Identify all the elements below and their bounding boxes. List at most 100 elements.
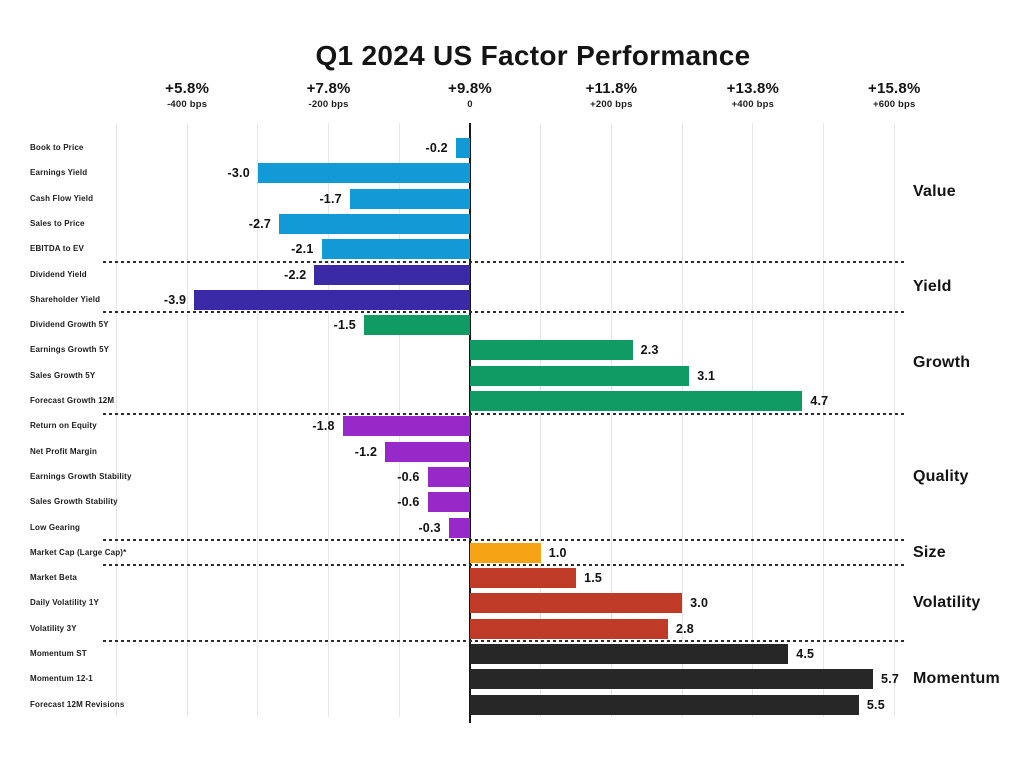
bar-sales-to-price (279, 213, 470, 234)
gridline (328, 123, 330, 717)
axis-tick-percent-label: +5.8% (165, 80, 210, 97)
factor-label-forecast-12m-revisions: Forecast 12M Revisions (30, 699, 125, 709)
factor-label-daily-volatility-1y: Daily Volatility 1Y (30, 598, 99, 608)
value-label-forecast-growth-12m: 4.7 (810, 394, 829, 408)
value-label-market-cap-large-cap: 1.0 (548, 545, 567, 560)
group-label-yield: Yield (913, 278, 952, 296)
factor-label-sales-growth-stability: Sales Growth Stability (30, 497, 118, 507)
bar-book-to-price (455, 138, 470, 158)
chart-title: Q1 2024 US Factor Performance (315, 40, 751, 71)
group-separator-size (103, 564, 906, 567)
gridline (115, 123, 117, 717)
bar-forecast-growth-12m (470, 391, 803, 411)
axis-tick-15-8: +15.8% +600 bps (868, 80, 921, 111)
value-label-daily-volatility-1y: 3.0 (690, 596, 709, 611)
value-label-market-beta: 1.5 (584, 571, 603, 586)
axis-tick-7-8: +7.8% -200 bps (307, 80, 351, 111)
factor-label-dividend-growth-5y: Dividend Growth 5Y (30, 320, 109, 330)
bar-dividend-yield (314, 264, 470, 285)
bar-return-on-equity (342, 416, 470, 437)
factor-label-market-beta: Market Beta (30, 573, 78, 583)
axis-tick-11-8: +11.8% +200 bps (586, 80, 638, 111)
factor-label-volatility-3y: Volatility 3Y (30, 623, 77, 633)
factor-label-ebitda-to-ev: EBITDA to EV (30, 244, 84, 254)
axis-tick-9-8: +9.8% 0 (448, 80, 492, 111)
bar-market-cap-large-cap (470, 542, 541, 563)
group-label-quality: Quality (913, 467, 969, 485)
factor-label-earnings-yield: Earnings Yield (30, 168, 88, 178)
factor-label-momentum-12-1: Momentum 12-1 (30, 674, 93, 684)
bar-earnings-growth-5y (470, 340, 633, 361)
bar-forecast-12m-revisions (470, 694, 859, 715)
gridline (823, 123, 825, 717)
axis-tick-13-8: +13.8% +400 bps (727, 80, 780, 111)
gridline (610, 123, 612, 717)
factor-label-market-cap-large-cap: Market Cap (Large Cap)* (30, 547, 127, 557)
value-label-return-on-equity: -1.8 (312, 419, 335, 434)
factor-label-dividend-yield: Dividend Yield (30, 269, 87, 279)
factor-label-forecast-growth-12m: Forecast Growth 12M (30, 396, 115, 405)
bar-low-gearing (448, 517, 470, 538)
bar-momentum-st (470, 644, 789, 664)
factor-label-return-on-equity: Return on Equity (30, 421, 97, 431)
axis-tick-percent-label: +7.8% (306, 80, 351, 97)
group-separator-value (103, 260, 906, 263)
value-label-forecast-12m-revisions: 5.5 (866, 697, 885, 712)
bar-volatility-3y (470, 618, 668, 639)
value-label-volatility-3y: 2.8 (675, 621, 694, 636)
axis-tick-percent-label: +11.8% (585, 80, 638, 97)
value-label-sales-growth-5y: 3.1 (697, 368, 716, 383)
axis-tick-bps-label: 0 (467, 99, 473, 110)
gridline (257, 123, 259, 717)
group-label-size: Size (913, 543, 946, 561)
factor-label-momentum-st: Momentum ST (30, 649, 87, 658)
group-separator-growth (103, 412, 906, 415)
axis-tick-bps-label: +600 bps (872, 99, 916, 110)
group-label-momentum: Momentum (913, 670, 1000, 688)
value-label-momentum-12-1: 5.7 (881, 672, 900, 687)
factor-label-shareholder-yield: Shareholder Yield (30, 294, 101, 304)
value-label-momentum-st: 4.5 (796, 647, 815, 661)
factor-label-earnings-growth-stability: Earnings Growth Stability (30, 471, 132, 481)
group-separator-volatility (103, 640, 906, 643)
axis-tick-percent-label: +13.8% (726, 80, 780, 97)
factor-label-low-gearing: Low Gearing (30, 522, 81, 532)
factor-label-book-to-price: Book to Price (30, 143, 84, 152)
value-label-net-profit-margin: -1.2 (354, 444, 378, 459)
axis-tick-5-8: +5.8% -400 bps (165, 80, 209, 111)
bar-earnings-growth-stability (427, 466, 470, 487)
gridline (540, 123, 542, 717)
bar-net-profit-margin (385, 441, 470, 462)
value-label-dividend-growth-5y: -1.5 (333, 318, 356, 333)
factor-label-earnings-growth-5y: Earnings Growth 5Y (30, 345, 110, 355)
group-separator-yield (103, 311, 906, 314)
gridline (681, 123, 683, 717)
bar-ebitda-to-ev (321, 239, 470, 260)
value-label-low-gearing: -0.3 (418, 520, 441, 535)
factor-label-sales-to-price: Sales to Price (30, 218, 85, 228)
bar-momentum-12-1 (470, 669, 874, 690)
value-label-earnings-yield: -3.0 (227, 166, 250, 181)
gridline (186, 123, 188, 717)
axis-tick-bps-label: +400 bps (731, 99, 775, 110)
factor-label-net-profit-margin: Net Profit Margin (30, 446, 97, 456)
bar-market-beta (470, 568, 577, 589)
group-label-volatility: Volatility (913, 594, 981, 612)
group-label-value: Value (913, 183, 956, 201)
axis-tick-bps-label: +200 bps (590, 99, 633, 110)
value-label-book-to-price: -0.2 (425, 141, 448, 155)
bar-shareholder-yield (194, 289, 470, 310)
gridline (893, 123, 895, 717)
axis-tick-bps-label: -200 bps (308, 99, 349, 110)
gridline (752, 123, 754, 717)
axis-tick-percent-label: +15.8% (868, 80, 921, 97)
bar-sales-growth-stability (427, 492, 470, 513)
zero-axis-line (469, 123, 471, 723)
factor-label-cash-flow-yield: Cash Flow Yield (30, 193, 94, 203)
value-label-cash-flow-yield: -1.7 (319, 191, 342, 206)
axis-tick-percent-label: +9.8% (448, 80, 492, 97)
bar-earnings-yield (257, 163, 470, 184)
